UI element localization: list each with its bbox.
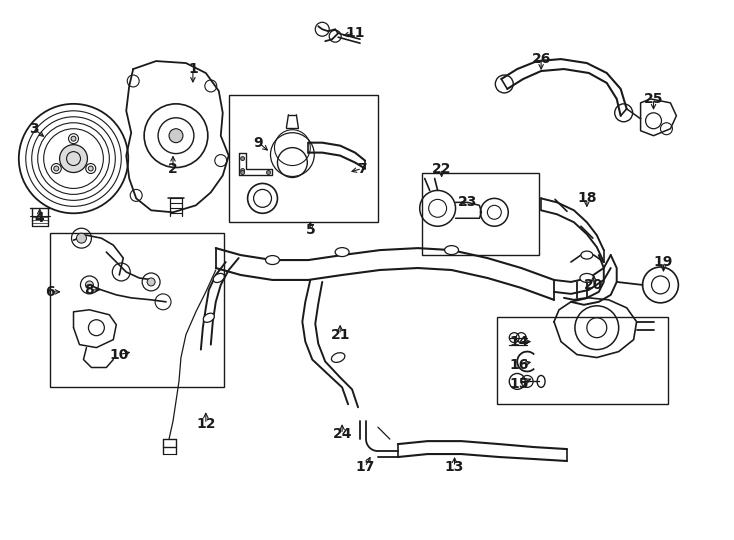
Polygon shape	[239, 153, 272, 176]
Ellipse shape	[445, 246, 459, 254]
Circle shape	[88, 166, 93, 171]
Text: 23: 23	[458, 195, 477, 210]
Bar	[50, 233, 224, 387]
Text: 5: 5	[305, 223, 315, 237]
Circle shape	[71, 136, 76, 141]
Polygon shape	[641, 99, 677, 136]
Text: 8: 8	[84, 283, 94, 297]
Text: 9: 9	[254, 136, 264, 150]
Text: 19: 19	[654, 255, 673, 269]
Circle shape	[59, 145, 87, 172]
Text: 7: 7	[357, 161, 367, 176]
Text: 1: 1	[188, 62, 197, 76]
Text: 3: 3	[29, 122, 39, 136]
Text: 17: 17	[355, 460, 374, 474]
Text: 18: 18	[577, 191, 597, 205]
Text: 2: 2	[168, 161, 178, 176]
Text: 12: 12	[196, 417, 216, 431]
Ellipse shape	[332, 353, 345, 362]
Circle shape	[241, 171, 244, 174]
Circle shape	[85, 281, 93, 289]
Bar	[229, 95, 378, 222]
Ellipse shape	[214, 273, 225, 282]
Text: 14: 14	[509, 335, 529, 349]
Polygon shape	[73, 310, 116, 348]
Ellipse shape	[581, 251, 593, 259]
Text: 16: 16	[509, 357, 529, 372]
Text: 22: 22	[432, 161, 451, 176]
Polygon shape	[554, 298, 636, 357]
Ellipse shape	[580, 273, 594, 282]
Circle shape	[54, 166, 59, 171]
Text: 15: 15	[509, 377, 529, 392]
Ellipse shape	[203, 313, 214, 322]
Circle shape	[76, 233, 87, 243]
Text: 20: 20	[584, 278, 603, 292]
Text: 24: 24	[333, 427, 352, 441]
Bar	[422, 173, 539, 255]
Text: 13: 13	[445, 460, 464, 474]
Text: 4: 4	[34, 211, 45, 225]
Circle shape	[241, 168, 244, 172]
Bar	[498, 317, 669, 404]
Text: 25: 25	[644, 92, 664, 106]
Circle shape	[266, 171, 271, 174]
Text: 6: 6	[45, 285, 54, 299]
Circle shape	[241, 157, 244, 160]
Ellipse shape	[266, 255, 280, 265]
Text: 26: 26	[531, 52, 550, 66]
Text: 10: 10	[109, 348, 129, 362]
Circle shape	[147, 278, 155, 286]
Circle shape	[169, 129, 183, 143]
Ellipse shape	[335, 248, 349, 256]
Polygon shape	[126, 61, 229, 212]
Text: 21: 21	[330, 328, 350, 342]
Text: 11: 11	[345, 26, 365, 40]
